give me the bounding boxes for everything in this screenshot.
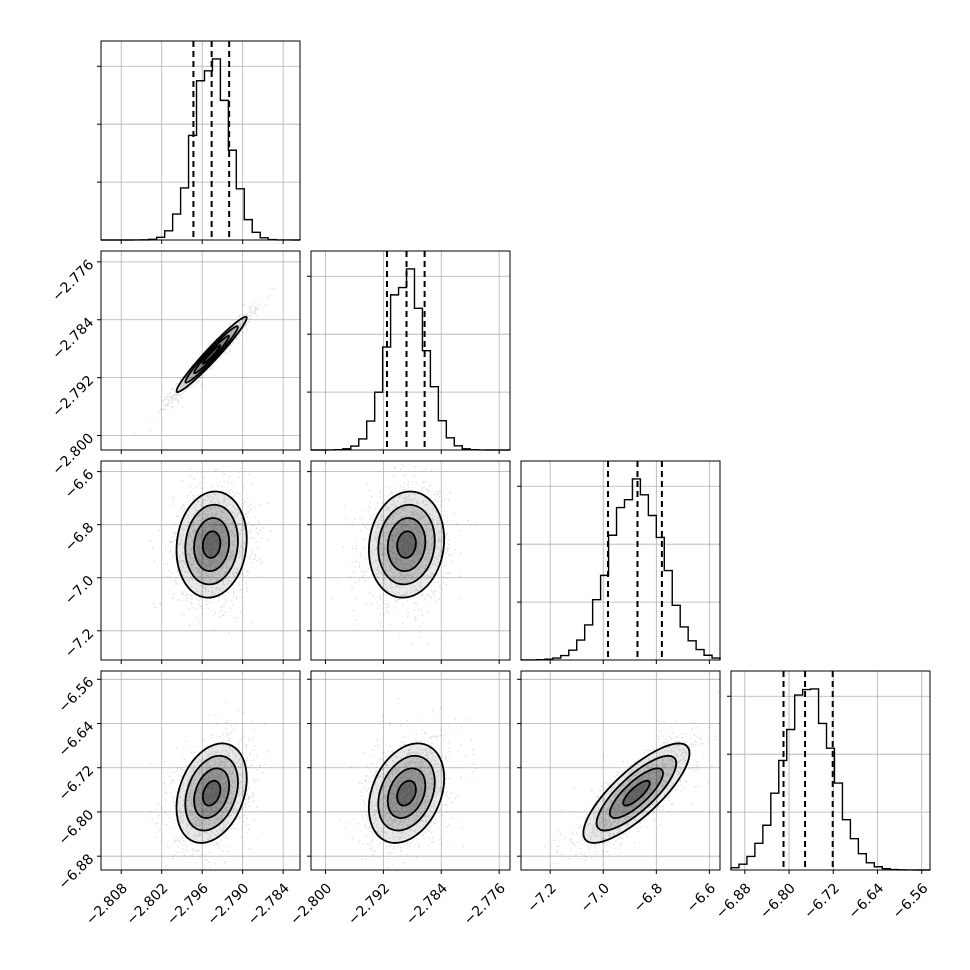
panel-frame — [310, 250, 511, 451]
density-level-3 — [202, 345, 221, 364]
contour-3 — [396, 779, 417, 807]
y-tick-label: −6.64 — [56, 718, 98, 760]
x-tick-label: −6.64 — [846, 880, 888, 922]
contour-1 — [184, 325, 239, 384]
density-level-1 — [185, 326, 238, 383]
density-level-2 — [387, 768, 426, 819]
histogram-0 — [101, 58, 301, 241]
panel-frame — [520, 460, 721, 661]
contour-3 — [201, 779, 222, 807]
scatter-panel-1-0 — [97, 250, 301, 454]
x-tick-label: −2.796 — [164, 880, 212, 928]
y-tick-label: −2.792 — [49, 373, 97, 421]
density-level-2 — [194, 768, 230, 819]
contour-3 — [396, 530, 417, 559]
scatter-points — [331, 464, 476, 646]
x-tick-label: −2.792 — [345, 880, 393, 928]
y-tick-label: −7.0 — [62, 573, 97, 608]
panel-frame — [100, 460, 301, 661]
x-tick-label: −6.56 — [890, 880, 932, 922]
density-level-2 — [194, 518, 230, 572]
panel-frame — [310, 460, 511, 661]
contour-1 — [595, 754, 678, 832]
x-tick-label: −2.784 — [403, 880, 451, 928]
y-tick-label: −2.784 — [49, 315, 97, 363]
contour-2 — [193, 517, 231, 573]
panel-frame — [100, 670, 301, 871]
density-level-3 — [202, 531, 221, 558]
scatter-points — [339, 698, 477, 869]
contour-2 — [386, 517, 427, 573]
histogram-2 — [520, 478, 721, 661]
density-level-3 — [397, 780, 416, 806]
density-level-1 — [185, 755, 238, 831]
panel-frame — [310, 670, 511, 871]
panel-frame — [730, 670, 931, 871]
contour-3 — [201, 530, 222, 559]
x-tick-label: −2.790 — [204, 880, 252, 928]
x-tick-label: −6.8 — [631, 880, 666, 915]
contour-2 — [608, 767, 664, 819]
contour-0 — [367, 742, 446, 844]
y-tick-label: −6.80 — [56, 807, 98, 849]
scatter-panel-2-1 — [307, 460, 511, 664]
hist-panel-2 — [517, 460, 721, 664]
contour-0 — [367, 490, 446, 599]
y-tick-label: −6.8 — [62, 520, 97, 555]
density-level-0 — [176, 743, 247, 843]
panel-frame — [520, 670, 721, 871]
contour-2 — [386, 767, 427, 819]
contour-3 — [201, 344, 222, 365]
density-level-0 — [583, 743, 690, 843]
density-level-2 — [387, 518, 426, 572]
y-tick-label: −6.88 — [56, 851, 98, 893]
scatter-panel-2-0 — [97, 460, 301, 664]
contour-0 — [175, 490, 248, 599]
contour-1 — [184, 754, 239, 832]
scatter-panel-3-2 — [517, 670, 721, 874]
x-tick-label: −6.88 — [713, 880, 755, 922]
x-tick-label: −7.0 — [578, 880, 613, 915]
panel-frame — [100, 250, 301, 451]
scatter-points — [149, 701, 271, 869]
scatter-panel-3-0 — [97, 670, 301, 874]
panel-frame — [100, 40, 301, 241]
density-level-1 — [378, 755, 435, 831]
density-level-3 — [623, 780, 650, 806]
x-tick-label: −6.80 — [757, 880, 799, 922]
contour-2 — [193, 767, 231, 819]
contour-2 — [193, 334, 231, 375]
contour-3 — [622, 779, 651, 807]
x-tick-label: −2.784 — [245, 880, 293, 928]
scatter-points — [149, 465, 283, 634]
contour-0 — [175, 742, 248, 844]
contour-0 — [582, 742, 691, 844]
histogram-1 — [310, 268, 510, 451]
density-level-0 — [368, 743, 445, 843]
x-tick-label: −2.776 — [461, 880, 509, 928]
density-level-1 — [596, 755, 677, 831]
x-tick-label: −2.802 — [124, 880, 172, 928]
x-tick-label: −7.2 — [525, 880, 560, 915]
density-level-3 — [202, 780, 221, 806]
hist-panel-3 — [727, 670, 931, 874]
histogram-3 — [730, 688, 931, 871]
contour-1 — [377, 503, 436, 586]
density-level-3 — [397, 531, 416, 558]
contour-1 — [377, 754, 436, 832]
y-tick-label: −6.72 — [56, 763, 98, 805]
x-tick-label: −2.800 — [287, 880, 335, 928]
contour-0 — [175, 315, 248, 394]
scatter-panel-3-1 — [307, 670, 511, 874]
y-tick-label: −6.56 — [56, 674, 98, 716]
x-tick-label: −6.72 — [801, 880, 843, 922]
hist-panel-1 — [307, 250, 511, 454]
density-level-2 — [609, 768, 663, 819]
y-tick-label: −7.2 — [62, 626, 97, 661]
hist-panel-0 — [97, 40, 301, 244]
x-tick-label: −2.808 — [83, 880, 131, 928]
y-tick-label: −2.776 — [49, 257, 97, 305]
contour-1 — [184, 503, 239, 586]
